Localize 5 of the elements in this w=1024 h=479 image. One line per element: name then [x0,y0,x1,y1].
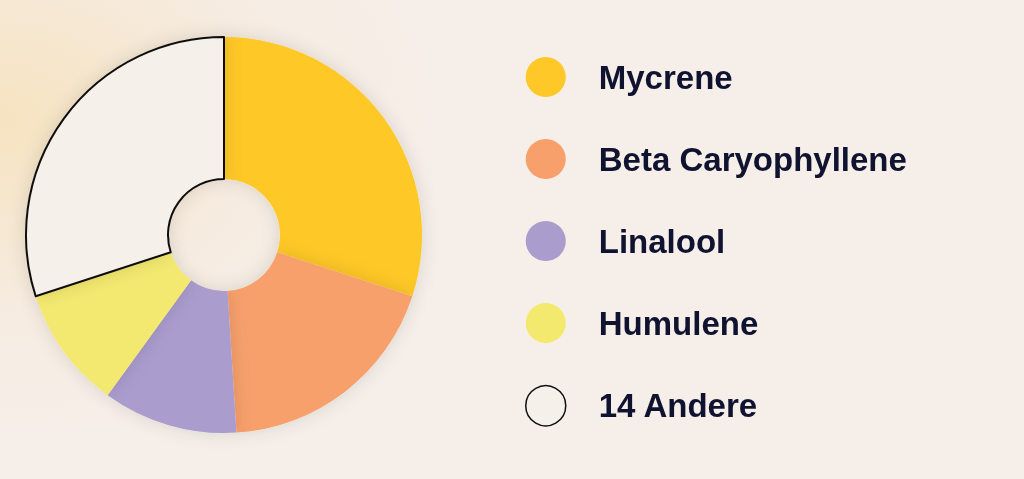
legend-label: Beta Caryophyllene [598,140,907,178]
legend-label: Linalool [598,222,726,260]
legend-label: Humulene [598,304,759,342]
legend-label: 14 Andere [598,387,758,425]
legend-label: Mycrene [598,58,733,96]
